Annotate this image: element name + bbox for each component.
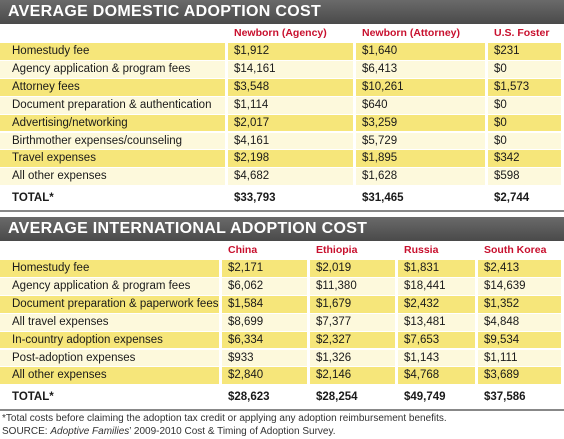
value-cell: $2,019 <box>310 260 395 277</box>
total-label: TOTAL* <box>12 391 54 404</box>
row-label: Document preparation & authentication <box>0 96 225 114</box>
value-cell: $342 <box>488 150 561 168</box>
value-cell: $2,146 <box>310 367 395 385</box>
value-cell: $2,327 <box>310 331 395 349</box>
value-cell: $598 <box>488 168 561 186</box>
section-title: AVERAGE DOMESTIC ADOPTION COST <box>0 0 564 24</box>
value-cell: $1,143 <box>398 349 475 367</box>
value-cell: $6,334 <box>222 331 307 349</box>
value-cell: $1,573 <box>488 78 561 96</box>
value-cell: $1,628 <box>356 168 485 186</box>
value-cell: $1,111 <box>478 349 561 367</box>
column-header: Newborn (Agency) <box>234 27 327 39</box>
value-cell: $1,352 <box>478 295 561 313</box>
column-header: South Korea <box>484 244 547 256</box>
value-cell: $933 <box>222 349 307 367</box>
value-cell: $6,413 <box>356 60 485 78</box>
row-label: Post-adoption expenses <box>0 349 219 367</box>
total-label: TOTAL* <box>12 192 54 205</box>
column-header: U.S. Foster <box>494 27 550 39</box>
footnote: *Total costs before claiming the adoptio… <box>2 413 447 424</box>
value-cell: $3,689 <box>478 367 561 385</box>
value-cell: $11,380 <box>310 277 395 295</box>
row-label: All other expenses <box>0 168 225 186</box>
column-header: Ethiopia <box>316 244 358 256</box>
row-label: Homestudy fee <box>0 43 225 60</box>
value-cell: $1,831 <box>398 260 475 277</box>
value-cell: $14,639 <box>478 277 561 295</box>
value-cell: $1,584 <box>222 295 307 313</box>
row-label: In-country adoption expenses <box>0 331 219 349</box>
value-cell: $4,768 <box>398 367 475 385</box>
value-cell: $2,198 <box>228 150 353 168</box>
row-label: Homestudy fee <box>0 260 219 277</box>
value-cell: $1,912 <box>228 43 353 60</box>
value-cell: $0 <box>488 132 561 150</box>
total-value: $31,465 <box>362 192 404 205</box>
row-label: Document preparation & paperwork fees <box>0 295 219 313</box>
value-cell: $3,548 <box>228 78 353 96</box>
value-cell: $2,840 <box>222 367 307 385</box>
value-cell: $2,017 <box>228 114 353 132</box>
value-cell: $1,895 <box>356 150 485 168</box>
source-prefix: SOURCE: <box>2 426 48 437</box>
value-cell: $1,326 <box>310 349 395 367</box>
value-cell: $231 <box>488 43 561 60</box>
value-cell: $2,413 <box>478 260 561 277</box>
section-title: AVERAGE INTERNATIONAL ADOPTION COST <box>0 217 564 241</box>
row-label: All travel expenses <box>0 313 219 331</box>
row-label: Travel expenses <box>0 150 225 168</box>
value-cell: $4,848 <box>478 313 561 331</box>
total-value: $49,749 <box>404 391 446 404</box>
column-header: Russia <box>404 244 439 256</box>
row-label: Attorney fees <box>0 78 225 96</box>
value-cell: $5,729 <box>356 132 485 150</box>
value-cell: $18,441 <box>398 277 475 295</box>
source: SOURCE: Adoptive Families’ 2009-2010 Cos… <box>2 426 336 437</box>
total-rule <box>0 210 564 213</box>
value-cell: $2,171 <box>222 260 307 277</box>
value-cell: $8,699 <box>222 313 307 331</box>
column-header: China <box>228 244 258 256</box>
row-label: All other expenses <box>0 367 219 385</box>
total-value: $28,623 <box>228 391 270 404</box>
row-label: Birthmother expenses/counseling <box>0 132 225 150</box>
total-value: $37,586 <box>484 391 526 404</box>
value-cell: $4,161 <box>228 132 353 150</box>
value-cell: $10,261 <box>356 78 485 96</box>
total-value: $2,744 <box>494 192 530 205</box>
total-value: $28,254 <box>316 391 358 404</box>
value-cell: $2,432 <box>398 295 475 313</box>
row-label: Advertising/networking <box>0 114 225 132</box>
value-cell: $1,114 <box>228 96 353 114</box>
value-cell: $6,062 <box>222 277 307 295</box>
value-cell: $0 <box>488 96 561 114</box>
value-cell: $4,682 <box>228 168 353 186</box>
row-label: Agency application & program fees <box>0 60 225 78</box>
row-label: Agency application & program fees <box>0 277 219 295</box>
value-cell: $1,640 <box>356 43 485 60</box>
value-cell: $7,377 <box>310 313 395 331</box>
value-cell: $14,161 <box>228 60 353 78</box>
value-cell: $640 <box>356 96 485 114</box>
value-cell: $1,679 <box>310 295 395 313</box>
source-title: Adoptive Families <box>50 426 130 437</box>
value-cell: $13,481 <box>398 313 475 331</box>
total-value: $33,793 <box>234 192 276 205</box>
column-header: Newborn (Attorney) <box>362 27 460 39</box>
value-cell: $9,534 <box>478 331 561 349</box>
value-cell: $0 <box>488 114 561 132</box>
value-cell: $7,653 <box>398 331 475 349</box>
value-cell: $0 <box>488 60 561 78</box>
source-suffix: ’ 2009-2010 Cost & Timing of Adoption Su… <box>129 426 336 437</box>
value-cell: $3,259 <box>356 114 485 132</box>
total-rule <box>0 409 564 412</box>
